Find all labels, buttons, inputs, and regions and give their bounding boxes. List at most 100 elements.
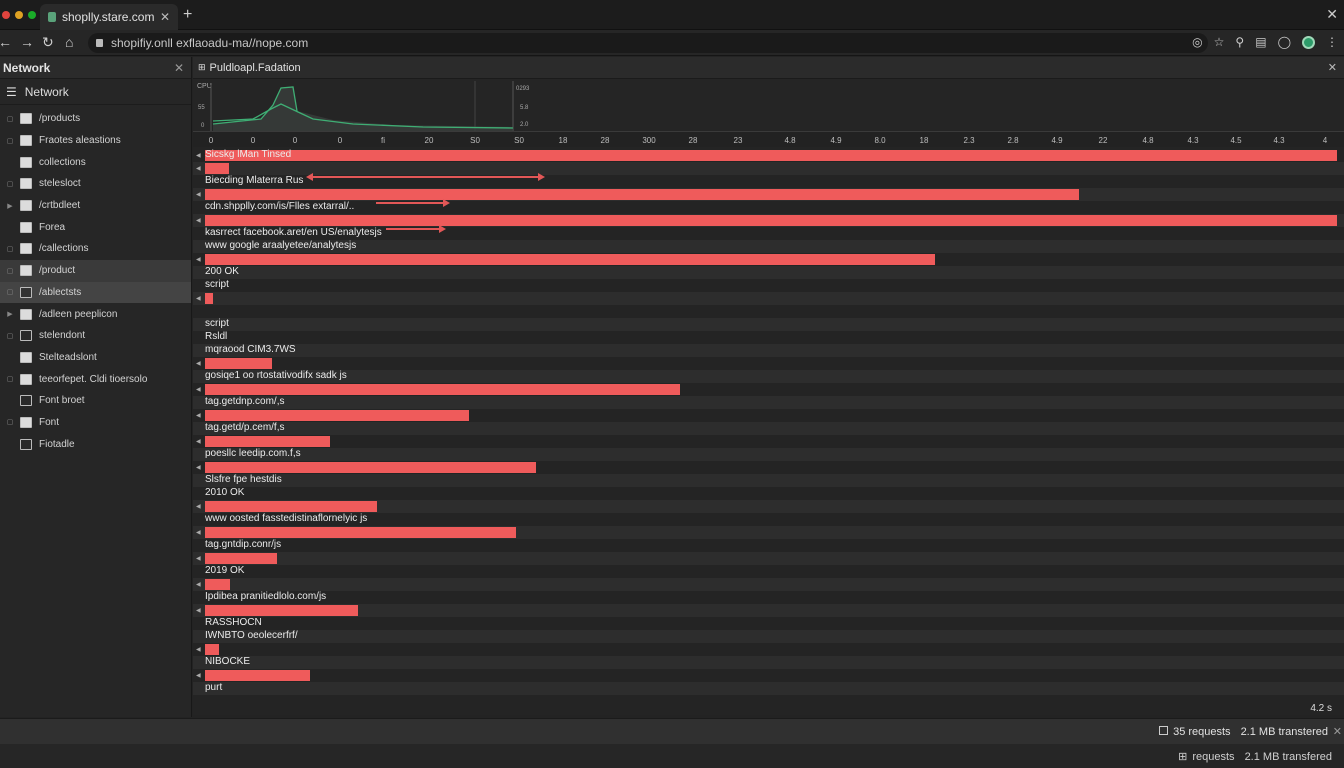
sidebar-item[interactable]: ▢ stelendont xyxy=(0,325,191,347)
table-row[interactable]: gosiqe1 oo rtostativodifx sadk js xyxy=(193,370,1344,383)
close-window-button[interactable] xyxy=(2,11,10,19)
reload-icon[interactable]: ↻ xyxy=(42,34,54,50)
sidebar-network-section[interactable]: ☰ Network xyxy=(0,79,191,105)
table-row[interactable]: ◀ Sicskg lMan Tinsed xyxy=(193,149,1344,162)
sidebar-item[interactable]: collections xyxy=(0,151,191,173)
expand-icon[interactable]: ▢ xyxy=(6,289,14,297)
expand-triangle-icon[interactable]: ▶ xyxy=(7,202,13,210)
timing-bar[interactable] xyxy=(205,293,213,304)
minimize-window-button[interactable] xyxy=(15,11,23,19)
expand-triangle-icon[interactable]: ▶ xyxy=(7,311,13,319)
sidebar-item[interactable]: Font broet xyxy=(0,390,191,412)
timing-bar[interactable] xyxy=(205,527,516,538)
table-row[interactable]: purt xyxy=(193,682,1344,695)
table-row[interactable]: kasrrect facebook.aret/en US/enalytesjs xyxy=(193,227,1344,240)
table-row[interactable]: ◀ xyxy=(193,669,1344,682)
timing-bar[interactable] xyxy=(205,436,330,447)
close-sidebar-icon[interactable]: ✕ xyxy=(173,60,184,75)
timing-bar[interactable] xyxy=(205,670,310,681)
sidebar-item[interactable]: ▶ /adleen peeplicon xyxy=(0,303,191,325)
table-row[interactable]: mqraood CIM3.7WS xyxy=(193,344,1344,357)
timing-bar[interactable] xyxy=(205,163,229,174)
table-row[interactable]: script xyxy=(193,279,1344,292)
close-tab-icon[interactable]: ✕ xyxy=(159,10,170,24)
timing-bar[interactable] xyxy=(205,150,1337,161)
table-row[interactable]: ◀ xyxy=(193,383,1344,396)
table-row[interactable]: ◀ xyxy=(193,214,1344,227)
close-icon[interactable]: ✕ xyxy=(1326,6,1338,22)
timing-bar[interactable] xyxy=(205,462,536,473)
sidebar-item[interactable]: Fiotadle xyxy=(0,433,191,455)
expand-icon[interactable]: ▢ xyxy=(6,115,14,123)
close-panel-icon[interactable]: ✕ xyxy=(1327,62,1337,74)
table-row[interactable]: IWNBTO oeolecerfrf/ xyxy=(193,630,1344,643)
address-bar[interactable]: shopifiy.onll exflaoadu-ma//nope.com xyxy=(88,33,1208,53)
table-row[interactable]: tag.getdnp.com/,s xyxy=(193,396,1344,409)
timing-bar[interactable] xyxy=(205,501,377,512)
overview-graph[interactable]: CPU 55 0 0293 5.8 2.0 xyxy=(193,79,1344,133)
table-row[interactable]: poesllc leedip.com.f,s xyxy=(193,448,1344,461)
table-row[interactable]: ◀ xyxy=(193,604,1344,617)
home-icon[interactable]: ⌂ xyxy=(65,34,74,50)
sidebar-item-active[interactable]: ▢ /ablectsts xyxy=(0,281,191,304)
table-row[interactable]: ◀ xyxy=(193,500,1344,513)
lens-icon[interactable]: ◎ xyxy=(1192,35,1203,49)
close-status-icon[interactable]: ✕ xyxy=(1332,726,1342,738)
table-row[interactable]: ◀ xyxy=(193,188,1344,201)
timing-bar[interactable] xyxy=(205,189,1079,200)
timing-bar[interactable] xyxy=(205,215,1337,226)
sidebar-item[interactable]: ▢ stelesloct xyxy=(0,173,191,195)
table-row[interactable]: ◀ xyxy=(193,526,1344,539)
table-row[interactable]: NIBOCKE xyxy=(193,656,1344,669)
maximize-window-button[interactable] xyxy=(28,11,36,19)
sidebar-item[interactable]: ▢ Fraotes aleastions xyxy=(0,130,191,152)
timing-bar[interactable] xyxy=(205,605,358,616)
table-row[interactable]: tag.gntdip.conr/js xyxy=(193,539,1344,552)
expand-icon[interactable]: ▢ xyxy=(6,376,14,384)
table-row[interactable] xyxy=(193,305,1344,318)
expand-icon[interactable]: ▢ xyxy=(6,180,14,188)
table-row[interactable]: ◀ xyxy=(193,409,1344,422)
table-row[interactable]: Rsldl xyxy=(193,331,1344,344)
table-row[interactable]: ◀ xyxy=(193,435,1344,448)
table-row[interactable]: ◀ xyxy=(193,357,1344,370)
table-row[interactable]: ◀ xyxy=(193,643,1344,656)
expand-icon[interactable]: ▢ xyxy=(6,245,14,253)
table-row[interactable]: Biecding Mlaterra Rus xyxy=(193,175,1344,188)
bookmark-star-icon[interactable]: ☆ xyxy=(1213,35,1225,49)
table-row[interactable]: ◀ xyxy=(193,292,1344,305)
sidebar-item[interactable]: ▢ Font xyxy=(0,412,191,434)
table-row[interactable]: tag.getd/p.cem/f,s xyxy=(193,422,1344,435)
green-extension-icon[interactable] xyxy=(1302,35,1315,49)
profile-ring-icon[interactable]: ◯ xyxy=(1277,35,1291,49)
expand-icon[interactable]: ▢ xyxy=(6,267,14,275)
table-row[interactable]: ◀ xyxy=(193,162,1344,175)
expand-icon[interactable]: ▢ xyxy=(6,137,14,145)
expand-icon[interactable]: ▢ xyxy=(6,332,14,340)
table-row[interactable]: ◀ xyxy=(193,578,1344,591)
sidebar-item[interactable]: ▶ /crtbdleet xyxy=(0,195,191,217)
sidebar-item[interactable]: Stelteadslont xyxy=(0,347,191,369)
timing-bar[interactable] xyxy=(205,384,680,395)
table-row[interactable]: 2019 OK xyxy=(193,565,1344,578)
table-row[interactable]: 2010 OK xyxy=(193,487,1344,500)
table-row[interactable]: Slsfre fpe hestdis xyxy=(193,474,1344,487)
extension-icon[interactable]: ⚲ xyxy=(1235,35,1245,49)
new-tab-button[interactable]: + xyxy=(183,6,193,23)
sidebar-item[interactable]: Forea xyxy=(0,216,191,238)
table-row[interactable]: www oosted fasstedistinaflornelyic js xyxy=(193,513,1344,526)
table-row[interactable]: Ipdibea pranitiedlolo.com/js xyxy=(193,591,1344,604)
timing-bar[interactable] xyxy=(205,579,230,590)
table-row[interactable]: cdn.shpplly.com/is/Flles extarral/.. xyxy=(193,201,1344,214)
table-row[interactable]: ◀ xyxy=(193,552,1344,565)
checkbox-icon[interactable] xyxy=(1159,726,1169,735)
expand-icon[interactable]: ▢ xyxy=(6,419,14,427)
reading-list-icon[interactable]: ▤ xyxy=(1255,35,1267,49)
table-row[interactable]: www google araalyetee/analytesjs xyxy=(193,240,1344,253)
table-row[interactable]: ◀ xyxy=(193,253,1344,266)
table-row[interactable]: script xyxy=(193,318,1344,331)
table-row[interactable]: 200 OK xyxy=(193,266,1344,279)
table-row[interactable]: ◀ xyxy=(193,461,1344,474)
forward-icon[interactable]: → xyxy=(20,34,34,50)
network-waterfall[interactable]: ◀ Sicskg lMan Tinsed ◀ Biecding Mlaterra Ru… xyxy=(193,147,1344,715)
